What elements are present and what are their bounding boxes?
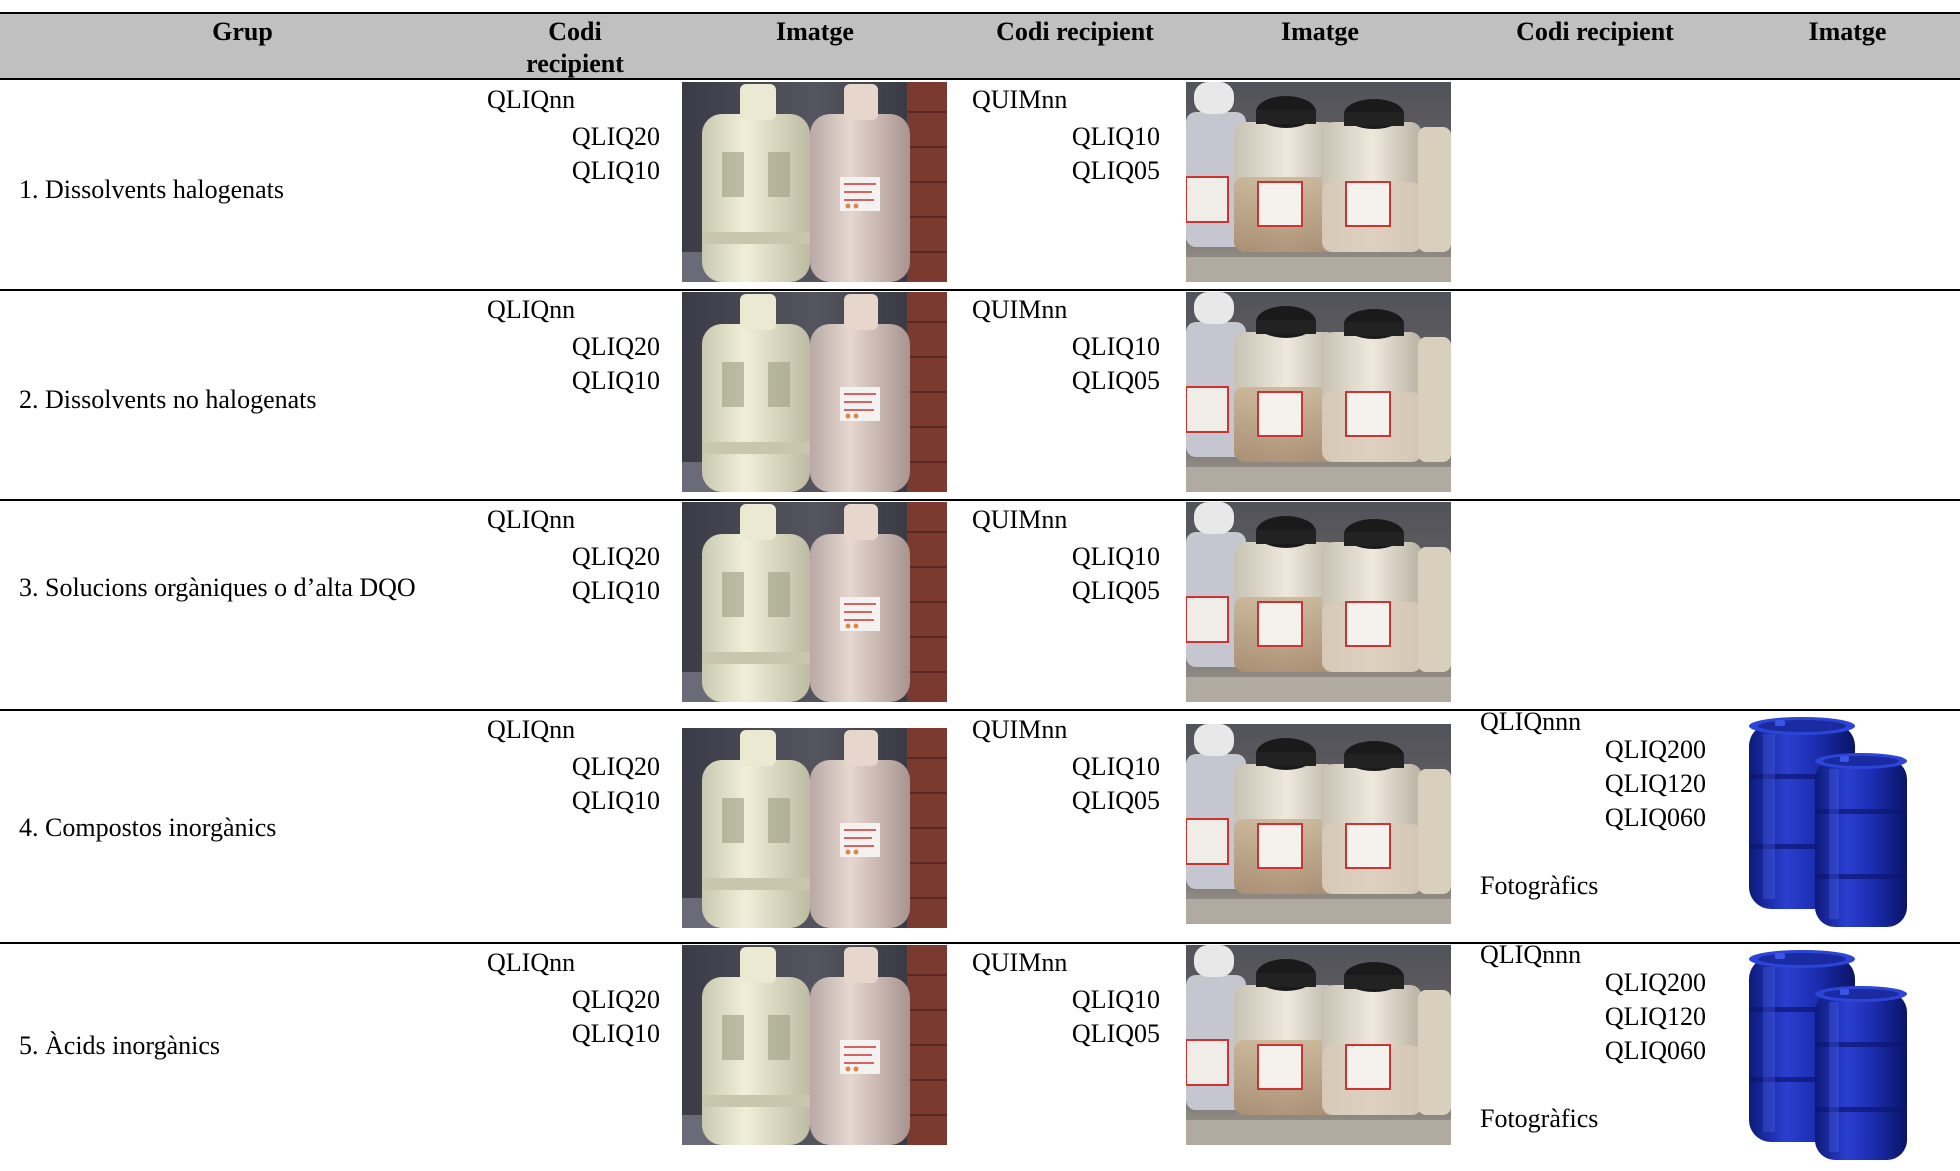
codi-recipient-2-sub: QLIQ10 — [1071, 332, 1160, 361]
codi-recipient-1-label: QLIQnn — [487, 948, 576, 977]
row-divider — [0, 289, 1960, 291]
codi-recipient-2-sub: QLIQ05 — [1071, 156, 1160, 185]
codi-recipient-2-label: QUIMnn — [972, 948, 1068, 977]
codi-recipient-1-sub: QLIQ10 — [571, 156, 660, 185]
header-codi-recipient-2: Codi recipient — [996, 17, 1154, 46]
codi-recipient-3-sub: QLIQ120 — [1604, 1002, 1706, 1031]
codi-recipient-1-label: QLIQnn — [487, 85, 576, 114]
header-codi-recipient-3: Codi recipient — [1516, 17, 1674, 46]
header-imatge-2: Imatge — [1281, 17, 1359, 46]
table-row: 2. Dissolvents no halogenats QLIQnn QLIQ… — [0, 290, 1960, 501]
codi-recipient-3-note: Fotogràfics — [1480, 871, 1599, 900]
row-divider — [0, 499, 1960, 501]
bottles-photo — [682, 945, 947, 1145]
codi-recipient-1-sub: QLIQ20 — [571, 752, 660, 781]
grup-label: 4. Compostos inorgànics — [19, 813, 277, 842]
jerrycans-photo — [1186, 945, 1451, 1145]
codi-recipient-1-label: QLIQnn — [487, 505, 576, 534]
row-divider — [0, 709, 1960, 711]
bottles-photo — [682, 728, 947, 928]
codi-recipient-2-sub: QLIQ05 — [1071, 576, 1160, 605]
codi-recipient-2-sub: QLIQ10 — [1071, 985, 1160, 1014]
drums-photo — [1745, 947, 1910, 1162]
codi-recipient-2-sub: QLIQ10 — [1071, 122, 1160, 151]
header-imatge-3: Imatge — [1808, 17, 1887, 46]
codi-recipient-2-label: QUIMnn — [972, 295, 1068, 324]
bottles-photo — [682, 502, 947, 702]
codi-recipient-1-sub: QLIQ10 — [571, 366, 660, 395]
header-grup: Grup — [212, 17, 273, 46]
codi-recipient-1-sub: QLIQ10 — [571, 1019, 660, 1048]
grup-label: 1. Dissolvents halogenats — [19, 175, 285, 204]
codi-recipient-2-sub: QLIQ10 — [1071, 542, 1160, 571]
codi-recipient-3-note: Fotogràfics — [1480, 1104, 1599, 1133]
grup-label: 5. Àcids inorgànics — [19, 1031, 220, 1060]
bottles-photo — [682, 292, 947, 492]
codi-recipient-3-sub: QLIQ200 — [1604, 735, 1706, 764]
codi-recipient-1-sub: QLIQ10 — [571, 576, 660, 605]
codi-recipient-1-label: QLIQnn — [487, 295, 576, 324]
header-imatge-1: Imatge — [776, 17, 854, 46]
grup-label: 3. Solucions orgàniques o d’alta DQO — [19, 573, 416, 602]
codi-recipient-3-sub: QLIQ120 — [1604, 769, 1706, 798]
codi-recipient-3-sub: QLIQ060 — [1604, 803, 1706, 832]
codi-recipient-2-label: QUIMnn — [972, 85, 1068, 114]
drums-photo — [1745, 714, 1910, 929]
jerrycans-photo — [1186, 724, 1451, 924]
codi-recipient-3-label: QLIQnnn — [1480, 707, 1582, 736]
codi-recipient-1-sub: QLIQ20 — [571, 332, 660, 361]
jerrycans-photo — [1186, 292, 1451, 492]
table-row: 3. Solucions orgàniques o d’alta DQO QLI… — [0, 500, 1960, 711]
codi-recipient-3-sub: QLIQ200 — [1604, 968, 1706, 997]
table-row: 1. Dissolvents halogenats QLIQnn QLIQ20 … — [0, 80, 1960, 291]
bottles-photo — [682, 82, 947, 282]
codi-recipient-1-sub: QLIQ10 — [571, 786, 660, 815]
codi-recipient-2-sub: QLIQ05 — [1071, 786, 1160, 815]
codi-recipient-2-sub: QLIQ05 — [1071, 1019, 1160, 1048]
row-divider — [0, 942, 1960, 944]
header-codi-recipient-1: Codi recipient — [526, 17, 624, 78]
codi-recipient-3-label: QLIQnnn — [1480, 940, 1582, 969]
table-header: Grup Codi recipient Imatge Codi recipien… — [0, 12, 1960, 80]
table-row: 5. Àcids inorgànics QLIQnn QLIQ20 QLIQ10… — [0, 940, 1960, 1171]
codi-recipient-1-sub: QLIQ20 — [571, 122, 660, 151]
codi-recipient-2-label: QUIMnn — [972, 505, 1068, 534]
codi-recipient-2-sub: QLIQ10 — [1071, 752, 1160, 781]
codi-recipient-2-label: QUIMnn — [972, 715, 1068, 744]
codi-recipient-1-sub: QLIQ20 — [571, 542, 660, 571]
codi-recipient-1-label: QLIQnn — [487, 715, 576, 744]
grup-label: 2. Dissolvents no halogenats — [19, 385, 317, 414]
jerrycans-photo — [1186, 82, 1451, 282]
codi-recipient-3-sub: QLIQ060 — [1604, 1036, 1706, 1065]
table-row: 4. Compostos inorgànics QLIQnn QLIQ20 QL… — [0, 707, 1960, 944]
codi-recipient-2-sub: QLIQ05 — [1071, 366, 1160, 395]
codi-recipient-1-sub: QLIQ20 — [571, 985, 660, 1014]
jerrycans-photo — [1186, 502, 1451, 702]
